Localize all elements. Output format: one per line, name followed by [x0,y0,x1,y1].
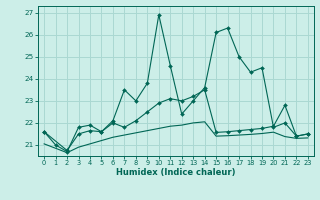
X-axis label: Humidex (Indice chaleur): Humidex (Indice chaleur) [116,168,236,177]
